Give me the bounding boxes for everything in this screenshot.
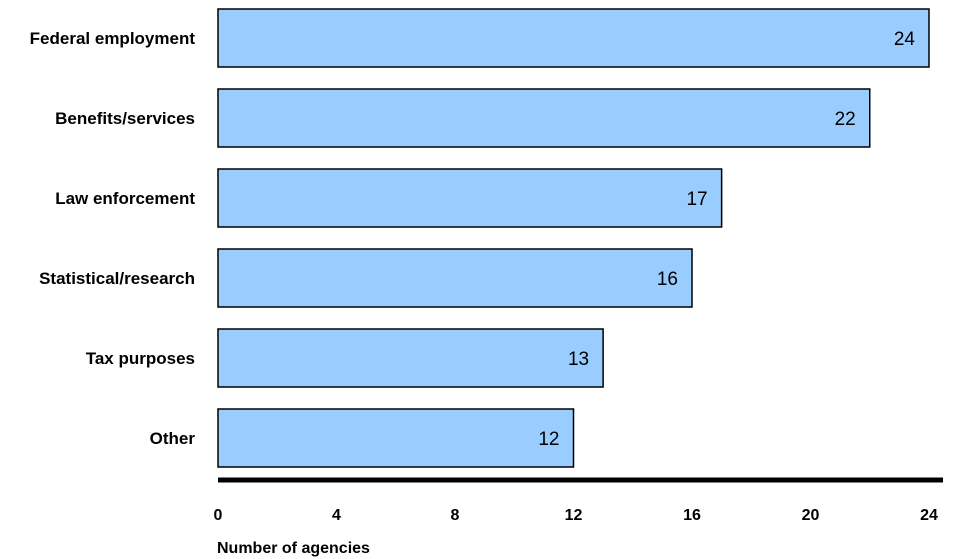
x-axis-title: Number of agencies (217, 540, 370, 557)
bar-law-enforcement (217, 168, 723, 228)
x-tick-label-4: 4 (332, 507, 341, 524)
category-label-law-enforcement: Law enforcement (55, 189, 195, 208)
bar-federal-employment (217, 8, 930, 68)
category-labels: Federal employment Benefits/services Law e… (30, 29, 196, 448)
bar-tax-purposes (217, 328, 604, 388)
x-tick-labels: 0 4 8 12 16 20 24 (214, 507, 938, 524)
category-label-benefits-services: Benefits/services (55, 109, 195, 128)
x-tick-label-20: 20 (802, 507, 820, 524)
x-tick-label-24: 24 (920, 507, 938, 524)
value-label-federal-employment: 24 (894, 29, 916, 50)
value-label-benefits-services: 22 (835, 109, 856, 130)
category-label-federal-employment: Federal employment (30, 29, 196, 48)
bars-group (217, 8, 930, 468)
value-label-law-enforcement: 17 (686, 189, 707, 210)
category-label-other: Other (150, 429, 196, 448)
category-label-tax-purposes: Tax purposes (86, 349, 195, 368)
value-labels: 24 22 17 16 13 12 (538, 29, 915, 450)
bar-other (217, 408, 575, 468)
x-tick-label-8: 8 (451, 507, 460, 524)
x-tick-label-0: 0 (214, 507, 223, 524)
value-label-statistical-research: 16 (657, 269, 678, 290)
value-label-tax-purposes: 13 (568, 349, 589, 370)
x-tick-label-16: 16 (683, 507, 701, 524)
bar-benefits-services (217, 88, 871, 148)
category-label-statistical-research: Statistical/research (39, 269, 195, 288)
x-tick-label-12: 12 (565, 507, 583, 524)
value-label-other: 12 (538, 429, 559, 450)
bar-statistical-research (217, 248, 693, 308)
